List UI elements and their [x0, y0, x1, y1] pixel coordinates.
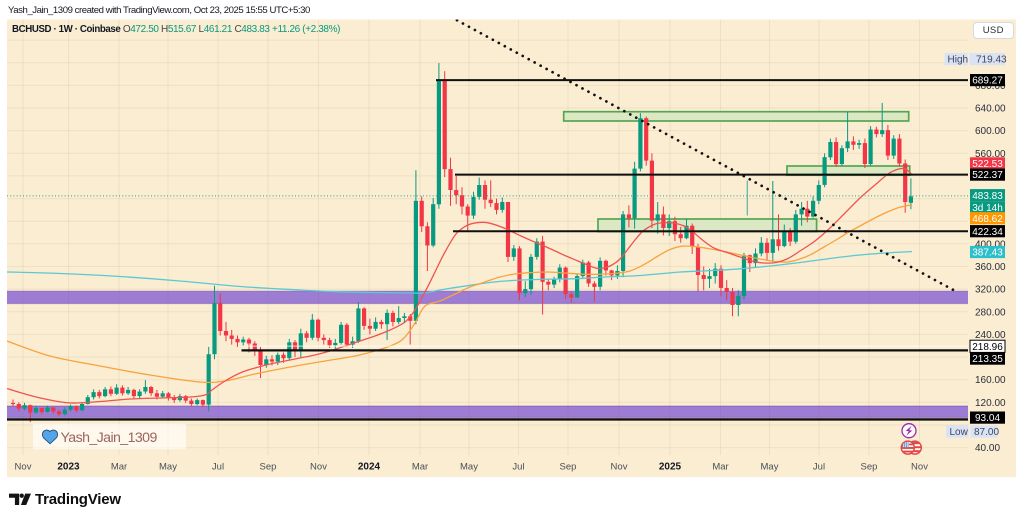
svg-text:40.00: 40.00	[975, 443, 1000, 454]
svg-text:Nov: Nov	[15, 462, 32, 473]
svg-text:400.00: 400.00	[975, 239, 1006, 250]
svg-text:Nov: Nov	[911, 462, 928, 473]
svg-text:387.43: 387.43	[972, 248, 1003, 259]
svg-text:3d 14h: 3d 14h	[972, 203, 1003, 214]
svg-text:422.34: 422.34	[972, 227, 1003, 238]
svg-text:Yash_Jain_1309: Yash_Jain_1309	[61, 430, 158, 446]
svg-text:2025: 2025	[659, 462, 682, 473]
svg-text:Low: Low	[950, 427, 969, 438]
svg-text:Jul: Jul	[512, 462, 524, 473]
svg-text:87.00: 87.00	[974, 427, 999, 438]
svg-text:483.83: 483.83	[972, 191, 1003, 202]
svg-text:Nov: Nov	[310, 462, 327, 473]
svg-text:Sep: Sep	[861, 462, 878, 473]
svg-text:Mar: Mar	[111, 462, 127, 473]
svg-text:360.00: 360.00	[975, 262, 1006, 273]
svg-text:May: May	[761, 462, 779, 473]
svg-text:600.00: 600.00	[975, 126, 1006, 137]
svg-text:2023: 2023	[57, 462, 80, 473]
svg-text:May: May	[460, 462, 478, 473]
svg-text:689.27: 689.27	[972, 76, 1003, 87]
svg-text:218.96: 218.96	[972, 342, 1003, 353]
svg-text:522.37: 522.37	[972, 170, 1003, 181]
svg-text:160.00: 160.00	[975, 375, 1006, 386]
svg-text:Nov: Nov	[611, 462, 628, 473]
svg-text:522.53: 522.53	[972, 159, 1003, 170]
svg-text:Sep: Sep	[260, 462, 277, 473]
svg-text:213.35: 213.35	[972, 354, 1003, 365]
svg-text:640.00: 640.00	[975, 104, 1006, 115]
svg-text:120.00: 120.00	[975, 398, 1006, 409]
svg-text:May: May	[159, 462, 177, 473]
svg-text:240.00: 240.00	[975, 330, 1006, 341]
svg-text:560.00: 560.00	[975, 149, 1006, 160]
svg-text:320.00: 320.00	[975, 285, 1006, 296]
svg-text:468.62: 468.62	[972, 214, 1003, 225]
svg-text:680.00: 680.00	[975, 81, 1006, 92]
svg-text:2024: 2024	[358, 462, 381, 473]
svg-text:Mar: Mar	[412, 462, 428, 473]
svg-text:Sep: Sep	[560, 462, 577, 473]
svg-text:Mar: Mar	[712, 462, 728, 473]
svg-text:719.43: 719.43	[976, 55, 1007, 66]
svg-text:High: High	[948, 55, 969, 66]
svg-text:Jul: Jul	[813, 462, 825, 473]
svg-text:280.00: 280.00	[975, 307, 1006, 318]
svg-text:93.04: 93.04	[975, 413, 1000, 424]
svg-text:Jul: Jul	[212, 462, 224, 473]
